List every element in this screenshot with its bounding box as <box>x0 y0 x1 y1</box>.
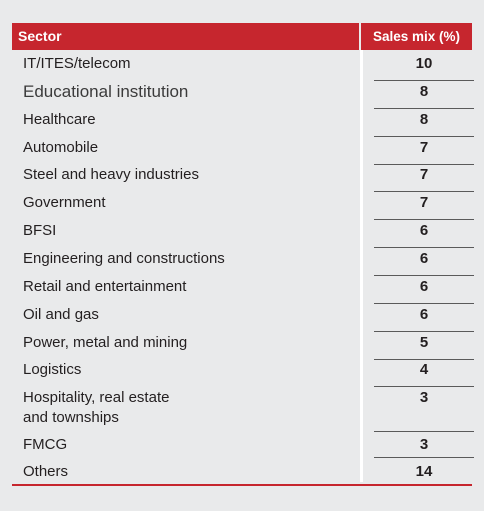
sector-cell-line-2: and townships <box>23 409 119 426</box>
sector-cell: Hospitality, real estate and townships <box>12 388 359 428</box>
row-rule <box>374 303 474 304</box>
sector-cell: Educational institution <box>23 82 189 101</box>
sales-mix-cell: 14 <box>415 463 433 480</box>
sector-cell: FMCG <box>23 436 68 453</box>
sales-mix-cell: 6 <box>419 250 429 267</box>
row-rule <box>374 247 474 248</box>
sector-cell: Engineering and constructions <box>23 250 225 267</box>
sales-mix-cell: 4 <box>419 361 429 378</box>
sector-cell: Steel and heavy industries <box>23 166 199 183</box>
header-sector: Sector <box>12 23 359 50</box>
row-rule <box>374 386 474 387</box>
sector-cell: Healthcare <box>23 111 96 128</box>
sales-mix-cell: 7 <box>419 166 429 183</box>
sector-cell: Retail and entertainment <box>23 278 187 295</box>
sector-cell-line-1: Hospitality, real estate <box>23 389 170 406</box>
sales-mix-cell: 6 <box>419 306 429 323</box>
row-rule <box>374 164 474 165</box>
sales-mix-cell: 3 <box>419 436 429 453</box>
sector-cell: Logistics <box>23 361 82 378</box>
row-rule <box>374 457 474 458</box>
sales-mix-cell: 3 <box>419 389 429 406</box>
sector-cell: Automobile <box>23 139 99 156</box>
sales-mix-cell: 6 <box>419 278 429 295</box>
column-divider <box>360 50 363 482</box>
row-rule <box>374 331 474 332</box>
sales-mix-cell: 5 <box>419 334 429 351</box>
sector-cell: IT/ITES/telecom <box>23 55 131 72</box>
sales-mix-cell: 7 <box>419 194 429 211</box>
row-rule <box>374 108 474 109</box>
sector-cell: BFSI <box>23 222 57 239</box>
sector-cell: Oil and gas <box>23 306 99 323</box>
sales-mix-cell: 10 <box>415 55 433 72</box>
row-rule <box>374 80 474 81</box>
table-header: Sector Sales mix (%) <box>12 23 472 50</box>
row-rule <box>374 275 474 276</box>
row-rule <box>374 191 474 192</box>
sector-cell: Others <box>23 463 69 480</box>
sales-mix-cell: 8 <box>419 111 429 128</box>
sales-mix-cell: 7 <box>419 139 429 156</box>
table-panel <box>6 6 478 505</box>
row-rule <box>374 431 474 432</box>
row-rule <box>374 359 474 360</box>
table-bottom-rule <box>12 484 472 486</box>
sector-cell: Government <box>23 194 106 211</box>
row-rule <box>374 219 474 220</box>
sales-mix-cell: 8 <box>419 83 429 100</box>
sales-mix-cell: 6 <box>419 222 429 239</box>
sector-cell: Power, metal and mining <box>23 334 188 351</box>
row-rule <box>374 136 474 137</box>
header-sales-mix: Sales mix (%) <box>361 23 472 50</box>
